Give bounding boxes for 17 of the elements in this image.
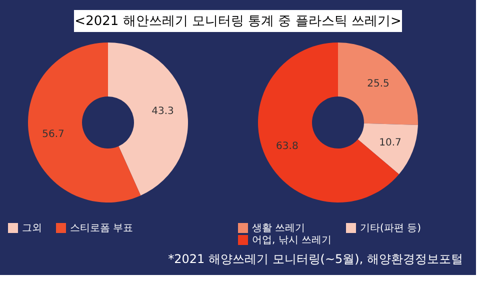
legend-label: 생활 쓰레기	[252, 223, 306, 234]
donut-slice	[358, 123, 418, 174]
donut-slice	[108, 42, 188, 196]
data-label: 56.7	[42, 129, 64, 140]
data-label: 63.8	[276, 141, 298, 152]
legend-label: 기타(파편 등)	[360, 223, 422, 234]
legend-label: 스티로폼 부표	[70, 223, 134, 234]
text: *2021 해양쓰레기 모니터링(~5월), 해양환경정보포털	[168, 252, 463, 266]
donut-slice	[28, 42, 141, 202]
data-label: 10.7	[379, 138, 402, 149]
data-label: 25.5	[367, 78, 390, 90]
donut-slice	[338, 42, 418, 126]
text: <2021 해안쓰레기 모니터링 통계 중 플라스틱 쓰레기>	[74, 14, 402, 29]
legend-label: 어업, 낚시 쓰레기	[252, 235, 332, 246]
donut-slice	[258, 42, 399, 202]
legend-label: 그외	[22, 223, 42, 234]
data-label: 43.3	[152, 106, 174, 117]
